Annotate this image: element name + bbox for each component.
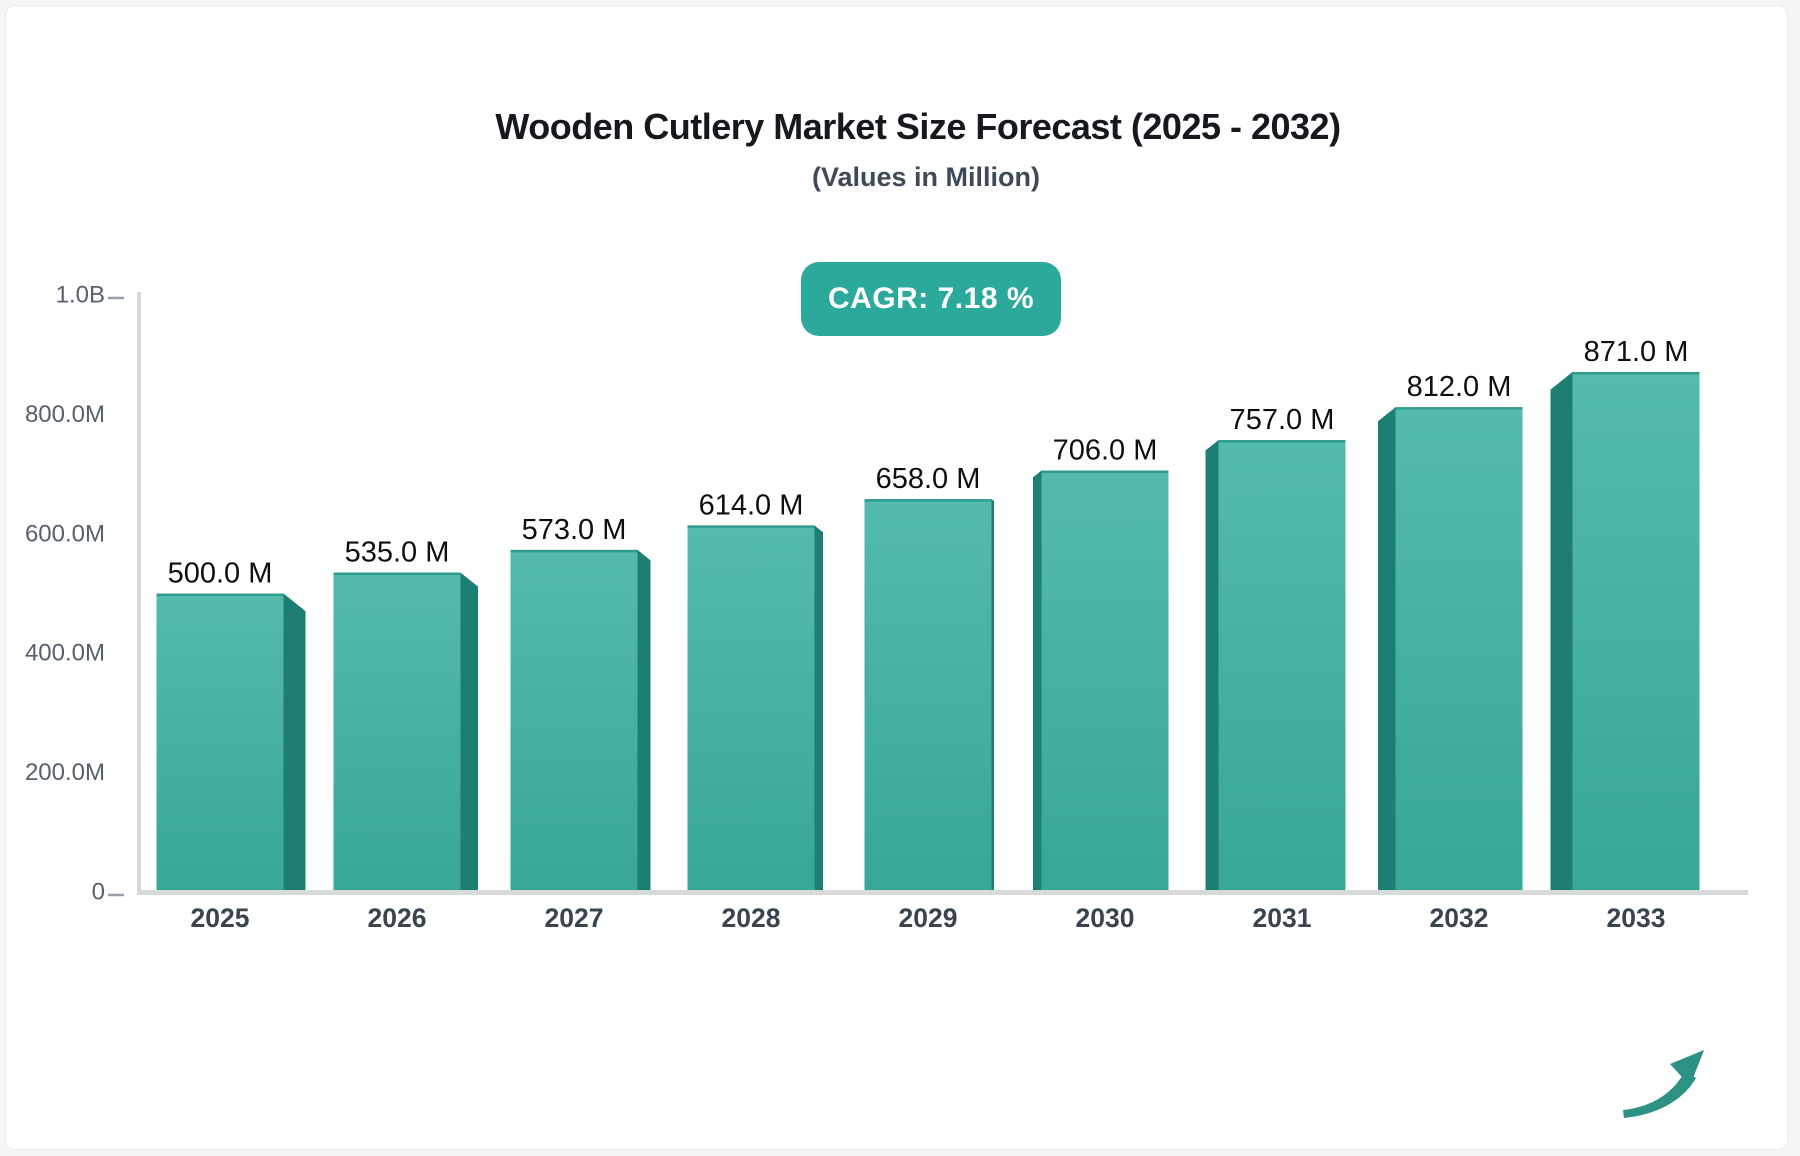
bar-group-2028[interactable]: 614.0 M <box>687 489 824 892</box>
bar-front-face <box>156 593 284 892</box>
y-tick-label: 1.0B <box>56 282 105 309</box>
x-category-label: 2025 <box>191 903 250 933</box>
y-tick-label: 0 <box>92 879 105 906</box>
bar-front-face <box>687 525 815 892</box>
bar-group-2025[interactable]: 500.0 M <box>156 558 306 893</box>
amr-logo <box>1531 1036 1721 1126</box>
cagr-badge: CAGR: 7.18 % <box>801 262 1061 336</box>
x-category-label: 2028 <box>722 903 781 933</box>
bar-group-2033[interactable]: 871.0 M <box>1550 336 1700 892</box>
bar-value-label: 500.0 M <box>168 558 273 590</box>
bar-chart: 1.0B 800.0M 600.0M 400.0M 200.0M 0 500.0 M 535.… <box>25 282 1748 933</box>
bar-group-2032[interactable]: 812.0 M <box>1378 371 1523 892</box>
bar-side-face <box>1550 372 1573 892</box>
bar-value-label: 614.0 M <box>699 489 804 521</box>
x-category-label: 2031 <box>1253 903 1312 933</box>
bar-side-face <box>1378 407 1396 892</box>
chart-subtitle: (Values in Million) <box>811 162 1041 192</box>
bar-front-face <box>1572 372 1700 892</box>
bar-side-face <box>460 572 478 892</box>
bar-value-label: 658.0 M <box>876 463 981 495</box>
x-category-label: 2027 <box>545 903 604 933</box>
bar-value-label: 706.0 M <box>1053 435 1158 467</box>
bar-front-face <box>333 572 461 892</box>
chart-card: Wooden Cutlery Market Size Forecast (202… <box>5 5 1788 1150</box>
bar-front-face <box>864 499 992 892</box>
x-category-label: 2029 <box>899 903 958 933</box>
bar-value-label: 871.0 M <box>1584 336 1689 368</box>
y-tick-label: 200.0M <box>25 759 105 786</box>
bar-value-label: 812.0 M <box>1407 371 1512 403</box>
bar-front-face <box>510 549 638 892</box>
bar-side-face <box>1033 470 1042 892</box>
x-category-label: 2030 <box>1076 903 1135 933</box>
chart-title: Wooden Cutlery Market Size Forecast (202… <box>495 106 1341 147</box>
y-tick-label: 600.0M <box>25 520 105 547</box>
x-category-label: 2033 <box>1607 903 1666 933</box>
bar-value-label: 757.0 M <box>1230 404 1335 436</box>
bar-group-2027[interactable]: 573.0 M <box>510 514 651 892</box>
bar-side-face <box>991 499 994 892</box>
bar-group-2026[interactable]: 535.0 M <box>333 537 479 892</box>
amr-logo-graphic <box>1623 1050 1704 1118</box>
bar-side-face <box>814 525 823 892</box>
y-tick-label: 400.0M <box>25 640 105 667</box>
bar-group-2031[interactable]: 757.0 M <box>1205 404 1346 892</box>
amr-logo-arrow-icon <box>1623 1050 1704 1118</box>
bar-value-label: 573.0 M <box>522 514 627 546</box>
bar-group-2030[interactable]: 706.0 M <box>1033 435 1169 892</box>
x-category-label: 2032 <box>1430 903 1489 933</box>
y-tick-label: 800.0M <box>25 401 105 428</box>
bar-front-face <box>1218 440 1346 892</box>
bar-side-face <box>637 549 651 892</box>
bar-side-face <box>283 593 306 892</box>
x-category-label: 2026 <box>368 903 427 933</box>
bar-front-face <box>1041 470 1169 892</box>
bar-group-2029[interactable]: 658.0 M <box>864 463 995 892</box>
cagr-badge-label: CAGR: 7.18 % <box>827 282 1035 315</box>
bar-front-face <box>1395 407 1523 892</box>
x-axis-line <box>137 890 1748 895</box>
y-axis-line <box>137 292 141 895</box>
bar-value-label: 535.0 M <box>345 537 450 569</box>
bar-side-face <box>1205 440 1219 892</box>
